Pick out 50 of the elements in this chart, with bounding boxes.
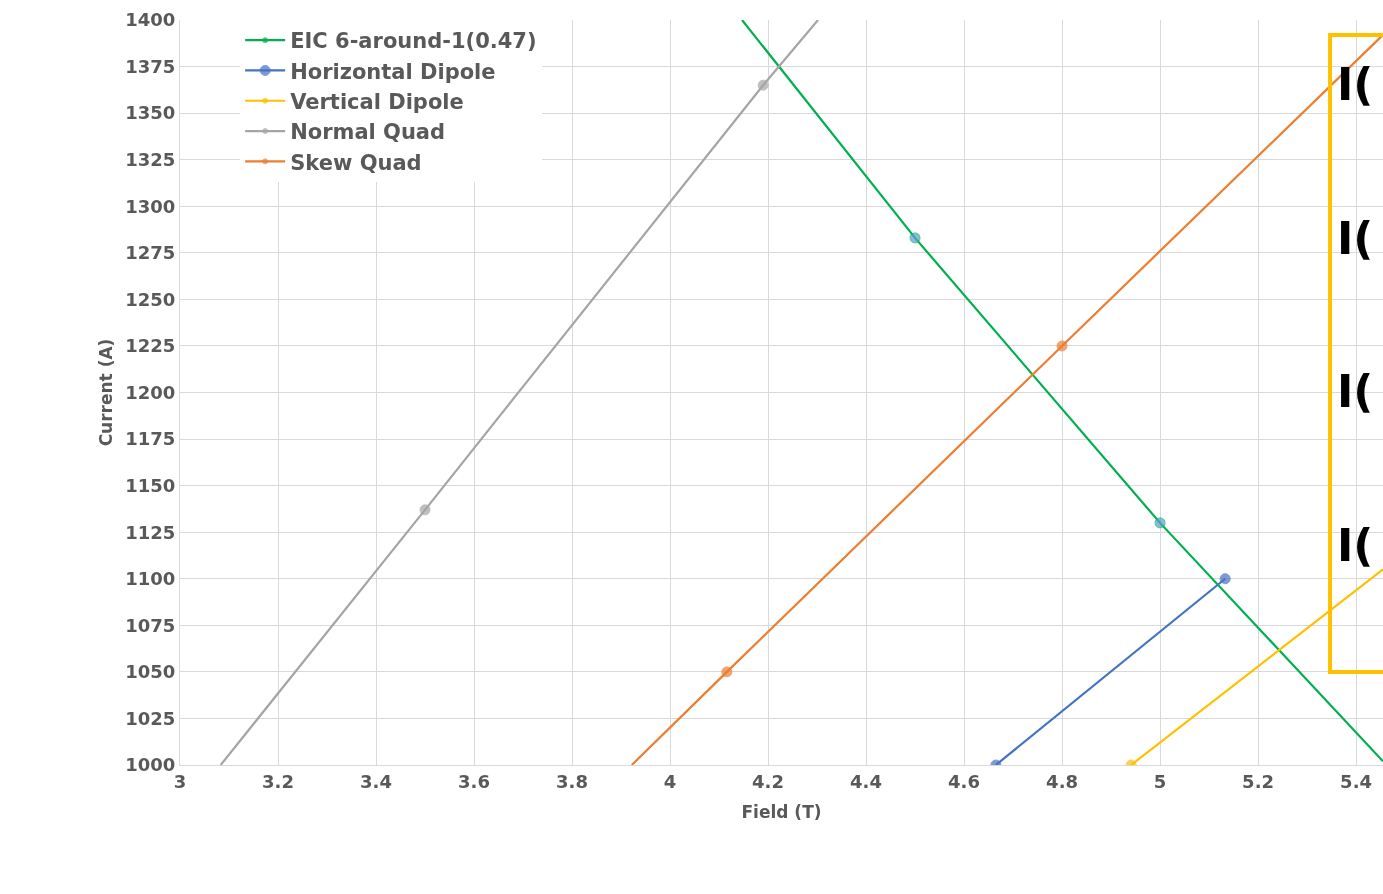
- point: [1056, 340, 1068, 352]
- y-tick-label: 1150: [125, 474, 176, 496]
- y-tick-label: 1275: [125, 242, 176, 264]
- x-tick-label: 5: [1153, 770, 1167, 792]
- y-tick-label: 1300: [125, 195, 176, 217]
- annotation: I(: [1337, 366, 1374, 417]
- legend-label: Normal Quad: [290, 120, 446, 145]
- y-tick-label: 1325: [125, 148, 176, 170]
- y-tick-label: 1200: [125, 381, 176, 403]
- legend-label: EIC 6-around-1(0.47): [290, 29, 537, 54]
- x-tick-label: 3: [173, 770, 187, 792]
- x-tick-label: 4: [663, 770, 677, 792]
- point: [721, 666, 733, 678]
- legend-label: Skew Quad: [290, 150, 422, 175]
- point: [909, 232, 921, 244]
- y-tick-label: 1350: [125, 102, 176, 124]
- x-tick-label: 5.2: [1242, 770, 1274, 792]
- y-tick-label: 1000: [125, 754, 176, 776]
- x-tick-label: 4.8: [1046, 770, 1078, 792]
- y-tick-label: 1125: [125, 521, 176, 543]
- x-tick-label: 4.4: [850, 770, 882, 792]
- annotation: I(: [1337, 213, 1374, 264]
- x-tick-label: 4.2: [752, 770, 784, 792]
- x-axis-title: Field (T): [741, 802, 822, 822]
- y-axis-title: Current (A): [95, 338, 116, 447]
- y-tick-label: 1400: [125, 9, 176, 31]
- y-tick-label: 1025: [125, 707, 176, 729]
- x-tick-label: 3.8: [556, 770, 588, 792]
- line-series: [740, 20, 1383, 763]
- y-tick-label: 1250: [125, 288, 176, 310]
- y-tick-label: 1225: [125, 335, 176, 357]
- legend-label: Horizontal Dipole: [290, 59, 496, 84]
- y-tick-label: 1100: [125, 568, 176, 590]
- point: [419, 504, 431, 516]
- y-tick-label: 1075: [125, 614, 176, 636]
- x-tick-label: 3.2: [262, 770, 294, 792]
- y-tick-label: 1375: [125, 55, 176, 77]
- point: [1219, 573, 1231, 585]
- point: [757, 79, 769, 91]
- y-tick-label: 1050: [125, 661, 176, 683]
- x-tick-label: 4.6: [948, 770, 980, 792]
- line-series: [219, 20, 820, 765]
- legend-label: Vertical Dipole: [290, 89, 464, 114]
- x-tick-label: 3.4: [360, 770, 392, 792]
- point: [1154, 517, 1166, 529]
- y-tick-label: 1175: [125, 428, 176, 450]
- x-tick-label: 3.6: [458, 770, 490, 792]
- x-tick-label: 5.4: [1340, 770, 1372, 792]
- annotation: I(: [1337, 520, 1374, 571]
- annotation: I(: [1337, 59, 1374, 110]
